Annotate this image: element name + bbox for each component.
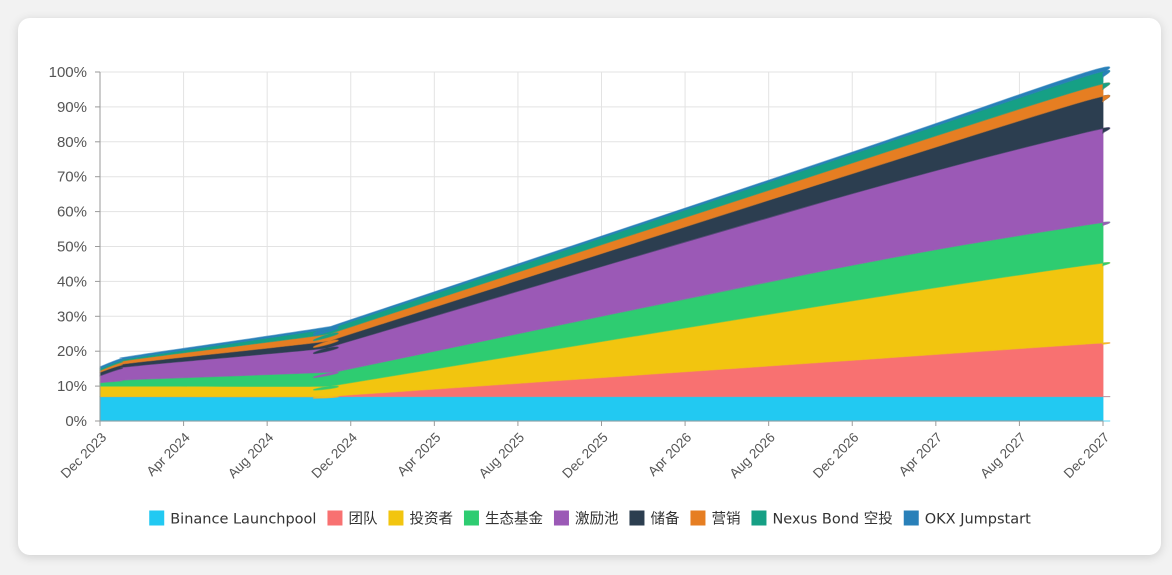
legend-swatch <box>388 510 404 526</box>
x-axis-ticks: Dec 2023 Apr 2024 Aug 2024 Dec 2024 Apr 2025… <box>58 421 1112 481</box>
y-tick-label: 0% <box>65 413 87 430</box>
legend-label: 团队 <box>348 511 377 528</box>
x-tick-label: Dec 2024 <box>309 429 361 481</box>
area-series-okx-jumpstart[interactable] <box>99 66 1111 370</box>
legend-item-营销[interactable]: 营销 <box>690 510 740 528</box>
y-tick-label: 100% <box>49 64 87 81</box>
x-tick-label: Apr 2027 <box>896 430 945 479</box>
legend-swatch <box>751 510 767 526</box>
legend-swatch <box>327 510 343 526</box>
y-tick-label: 20% <box>57 343 87 360</box>
legend-label: Nexus Bond 空投 <box>772 511 892 528</box>
x-tick-label: Dec 2027 <box>1061 430 1112 481</box>
x-tick-label: Dec 2023 <box>58 430 109 481</box>
legend-swatch <box>463 510 479 526</box>
x-tick-label: Aug 2024 <box>225 429 277 481</box>
legend-label: OKX Jumpstart <box>925 512 1031 528</box>
y-tick-label: 60% <box>57 204 87 221</box>
x-tick-label: Apr 2024 <box>144 429 194 479</box>
x-tick-label: Dec 2025 <box>559 430 610 481</box>
legend-item-nexus-bond-空投[interactable]: Nexus Bond 空投 <box>751 510 893 528</box>
legend-item-储备[interactable]: 储备 <box>629 510 680 528</box>
x-tick-label: Apr 2026 <box>645 430 694 479</box>
x-tick-label: Dec 2026 <box>810 430 861 481</box>
legend-item-投资者[interactable]: 投资者 <box>388 510 453 528</box>
legend-label: 储备 <box>650 511 679 528</box>
legend-label: 投资者 <box>409 511 453 528</box>
legend-label: 激励池 <box>575 511 619 528</box>
legend-item-binance-launchpool[interactable]: Binance Launchpool <box>149 510 316 528</box>
legend-label: 营销 <box>711 511 740 528</box>
x-tick-label: Aug 2026 <box>726 430 777 481</box>
legend-swatch <box>553 510 569 526</box>
legend-item-生态基金[interactable]: 生态基金 <box>463 510 543 528</box>
chart-legend[interactable]: Binance Launchpool 团队 投资者 生态基金 激励池 储备 营销 Nexus … <box>149 510 1031 528</box>
legend-swatch <box>903 510 919 526</box>
y-tick-label: 30% <box>57 308 87 325</box>
area-series-binance-launchpool[interactable] <box>99 395 1111 422</box>
y-tick-label: 80% <box>57 134 87 151</box>
legend-label: 生态基金 <box>485 511 543 528</box>
x-tick-label: Aug 2027 <box>977 430 1028 481</box>
y-tick-label: 90% <box>57 99 87 116</box>
x-tick-label: Aug 2025 <box>476 430 527 481</box>
y-tick-label: 50% <box>57 239 87 256</box>
y-tick-label: 10% <box>57 378 87 395</box>
legend-label: Binance Launchpool <box>170 512 316 528</box>
y-tick-label: 70% <box>57 169 87 186</box>
legend-swatch <box>149 510 165 526</box>
chart-areas <box>99 66 1111 422</box>
y-axis-ticks: 0% 10% 20% 30% 40% 50% 60% 70% 80% 90% 100% <box>49 64 100 430</box>
x-tick-label: Apr 2025 <box>394 430 443 479</box>
legend-swatch <box>690 510 706 526</box>
legend-swatch <box>629 510 645 526</box>
legend-item-激励池[interactable]: 激励池 <box>553 510 619 528</box>
legend-item-团队[interactable]: 团队 <box>327 510 378 528</box>
y-tick-label: 40% <box>57 273 87 290</box>
legend-item-okx-jumpstart[interactable]: OKX Jumpstart <box>903 510 1031 528</box>
